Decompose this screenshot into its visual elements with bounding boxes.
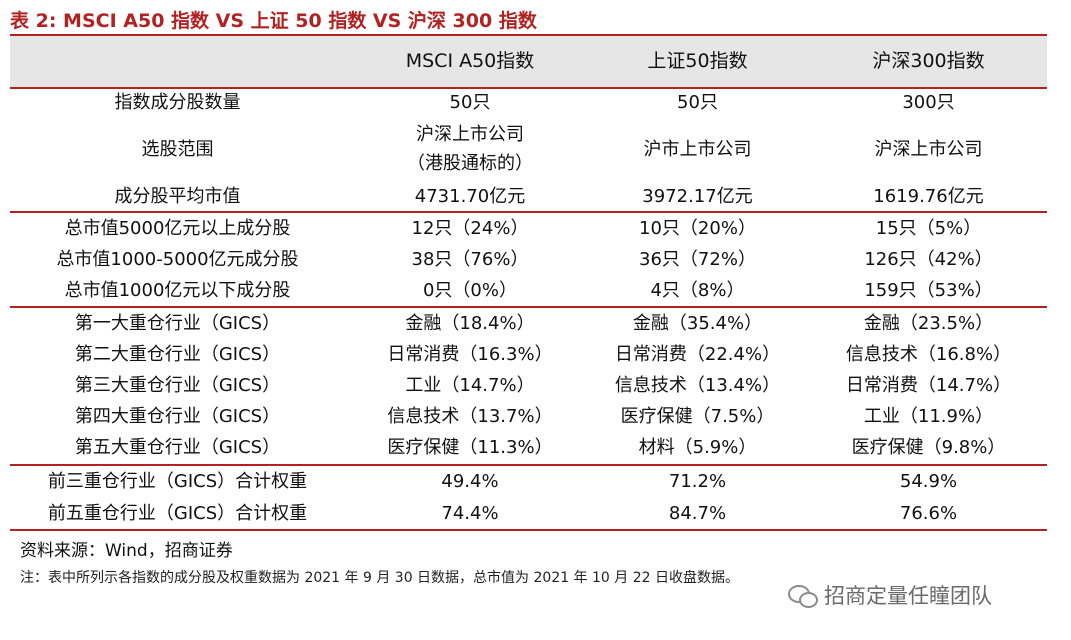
row-cell: 工业（14.7%） — [405, 375, 535, 396]
row-cell: 沪深上市公司 — [874, 139, 983, 160]
row-cell: 15只（5%） — [875, 218, 982, 239]
row-label: 总市值1000-5000亿元成分股 — [56, 249, 299, 270]
row-cell: 3972.17亿元 — [642, 186, 753, 207]
row-cell: 信息技术（13.4%） — [614, 375, 781, 396]
row-label: 总市值1000亿元以下成分股 — [64, 280, 291, 301]
footnote: 注：表中所列示各指数的成分股及权重数据为 2021 年 9 月 30 日数据，总… — [20, 570, 740, 586]
row-cell: 医疗保健（11.3%） — [387, 437, 553, 458]
row-cell: 医疗保健（7.5%） — [620, 406, 775, 427]
row-cell: 4731.70亿元 — [414, 186, 526, 207]
group-rule — [10, 306, 1047, 308]
header-band — [10, 36, 1047, 87]
header-msci-a50: MSCI A50指数 — [405, 50, 535, 72]
row-cell: 84.7% — [668, 503, 727, 524]
row-label: 指数成分股数量 — [114, 92, 241, 113]
row-cell: 沪市上市公司 — [643, 139, 752, 160]
row-label: 第一大重仓行业（GICS） — [74, 313, 281, 334]
row-cell: 76.6% — [899, 503, 958, 524]
row-cell: 0只（0%） — [422, 280, 517, 301]
row-cell: 38只（76%） — [411, 249, 529, 270]
row-cell: 金融（18.4%） — [405, 313, 535, 334]
row-cell: 工业（11.9%） — [863, 406, 994, 427]
header-sse50: 上证50指数 — [647, 50, 748, 72]
row-label: 第三大重仓行业（GICS） — [74, 375, 281, 396]
row-cell: 1619.76亿元 — [873, 186, 984, 207]
row-cell: 49.4% — [441, 471, 499, 492]
group-rule — [10, 211, 1047, 213]
row-label: 第二大重仓行业（GICS） — [74, 344, 281, 365]
watermark: 招商定量任瞳团队 — [788, 580, 992, 610]
row-cell: 沪深上市公司 — [416, 124, 524, 145]
row-label: 前五重仓行业（GICS）合计权重 — [47, 503, 308, 524]
row-label: 第四大重仓行业（GICS） — [74, 406, 281, 427]
row-cell: 金融（35.4%） — [632, 313, 763, 334]
wechat-icon — [788, 583, 818, 608]
row-cell: （港股通标的） — [407, 153, 533, 174]
watermark-text: 招商定量任瞳团队 — [824, 584, 992, 608]
row-label: 第五大重仓行业（GICS） — [74, 437, 281, 458]
row-label: 成分股平均市值 — [114, 186, 241, 207]
group-rule — [10, 464, 1047, 466]
row-cell: 金融（23.5%） — [863, 313, 994, 334]
row-cell: 12只（24%） — [411, 218, 529, 239]
row-cell: 信息技术（16.8%） — [845, 344, 1012, 365]
row-cell: 126只（42%） — [864, 249, 993, 270]
row-cell: 4只（8%） — [650, 280, 745, 301]
row-cell: 74.4% — [441, 503, 499, 524]
row-label: 前三重仓行业（GICS）合计权重 — [47, 471, 308, 492]
row-cell: 159只（53%） — [864, 280, 993, 301]
row-cell: 50只 — [449, 92, 491, 113]
row-cell: 信息技术（13.7%） — [387, 406, 553, 427]
row-cell: 日常消费（22.4%） — [614, 344, 781, 365]
title-rule — [10, 34, 1047, 36]
row-label: 总市值5000亿元以上成分股 — [64, 218, 291, 239]
row-cell: 日常消费（16.3%） — [387, 344, 553, 365]
row-cell: 71.2% — [668, 471, 727, 492]
bottom-rule — [10, 529, 1047, 531]
row-cell: 日常消费（14.7%） — [845, 375, 1012, 396]
header-rule — [10, 87, 1047, 89]
row-cell: 材料（5.9%） — [638, 437, 757, 458]
source-note: 资料来源：Wind，招商证券 — [20, 541, 233, 561]
table-title: 表 2: MSCI A50 指数 VS 上证 50 指数 VS 沪深 300 指… — [10, 10, 537, 32]
row-cell: 医疗保健（9.8%） — [851, 437, 1006, 458]
header-csi300: 沪深300指数 — [872, 50, 985, 72]
row-label: 选股范围 — [141, 139, 214, 160]
row-cell: 36只（72%） — [639, 249, 756, 270]
row-cell: 10只（20%） — [639, 218, 756, 239]
row-cell: 50只 — [677, 92, 718, 113]
row-cell: 300只 — [902, 92, 955, 113]
row-cell: 54.9% — [899, 471, 958, 492]
